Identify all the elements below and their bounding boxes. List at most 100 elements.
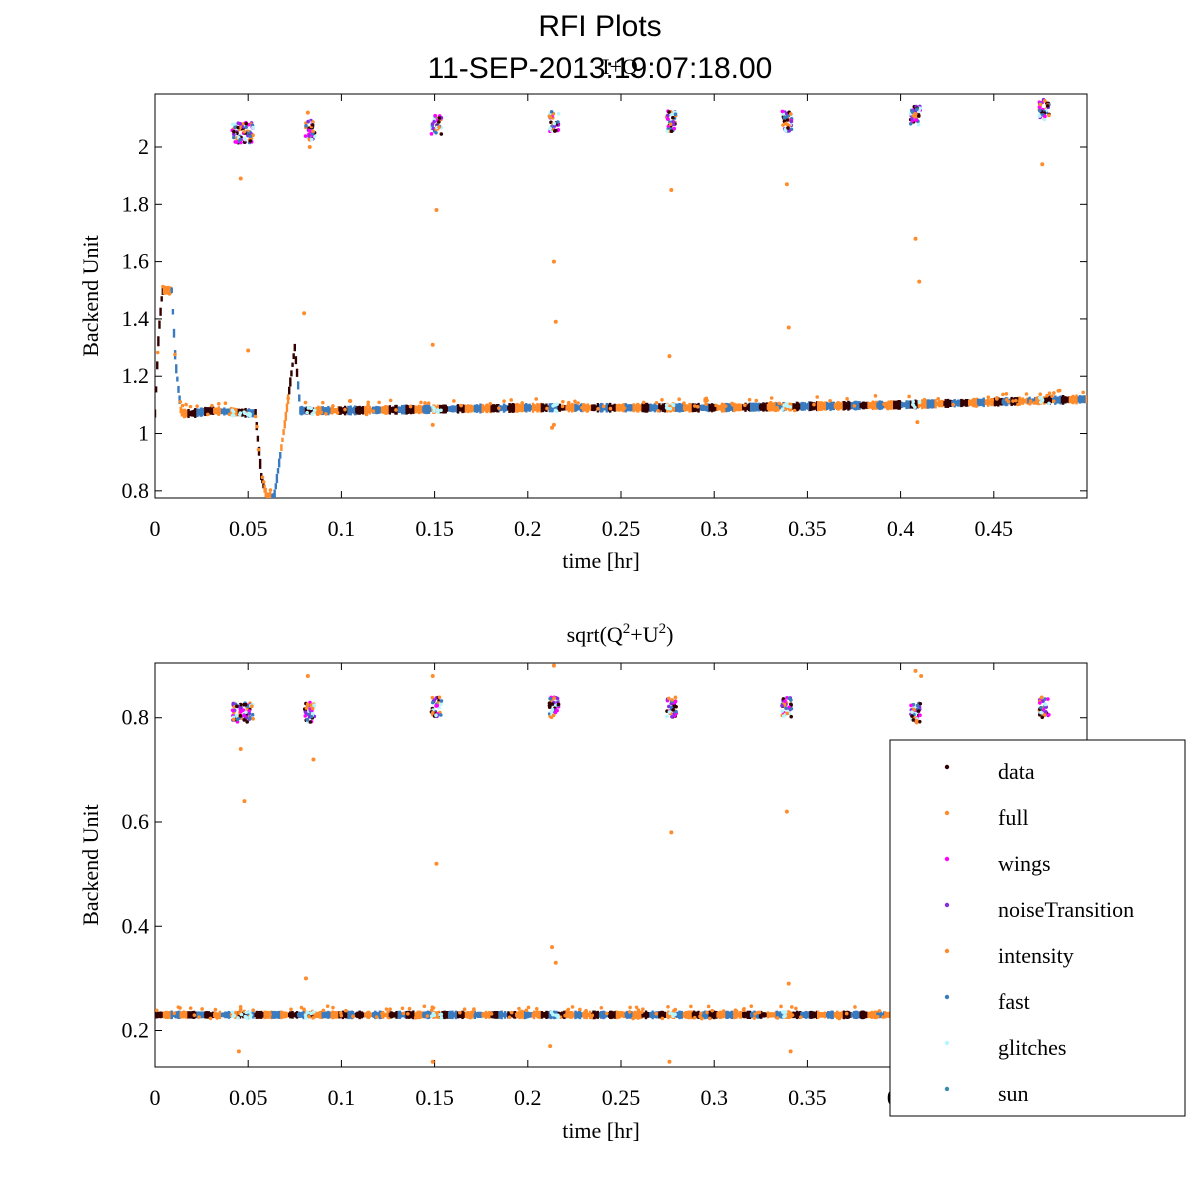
cluster-point xyxy=(1038,102,1043,107)
x-tick-label: 0.1 xyxy=(328,516,356,541)
x-tick-label: 0.15 xyxy=(415,516,454,541)
baseline-point xyxy=(844,1011,849,1016)
baseline-point xyxy=(576,401,580,405)
glitch-point xyxy=(788,405,793,409)
baseline-point xyxy=(1016,402,1020,407)
baseline-point xyxy=(303,400,308,405)
legend-item-wings: wings xyxy=(944,851,1051,876)
cluster-point xyxy=(431,710,435,715)
glitch-point xyxy=(554,1013,558,1018)
cluster-point xyxy=(548,115,553,120)
baseline-point xyxy=(754,398,759,403)
baseline-point xyxy=(634,1005,639,1010)
cluster-point xyxy=(783,128,788,133)
cluster-point xyxy=(439,713,443,717)
cal-cluster xyxy=(665,695,679,719)
cluster-point xyxy=(554,128,558,133)
cluster-point xyxy=(242,713,246,718)
cluster-point xyxy=(551,713,556,718)
baseline-point xyxy=(351,1014,355,1019)
baseline-point xyxy=(325,1004,330,1008)
baseline-point xyxy=(641,400,646,405)
baseline-point xyxy=(627,1010,632,1014)
outlier-point xyxy=(919,674,924,679)
y-tick-label: 0.8 xyxy=(122,705,150,730)
cluster-point xyxy=(667,696,671,701)
legend-marker xyxy=(944,948,950,954)
cluster-point xyxy=(232,135,236,140)
baseline-point xyxy=(566,1007,571,1012)
legend-item-full: full xyxy=(944,805,1029,830)
cal-cluster xyxy=(1037,97,1051,122)
baseline-point xyxy=(459,403,463,408)
outlier-point xyxy=(548,1044,553,1049)
cluster-point xyxy=(673,112,678,117)
glitch-point xyxy=(303,1013,308,1017)
cluster-point xyxy=(1047,713,1051,717)
baseline-point xyxy=(1032,401,1036,405)
cluster-point xyxy=(251,133,255,137)
baseline-point xyxy=(343,407,347,412)
glitch-point xyxy=(911,403,916,407)
baseline-point xyxy=(260,475,265,480)
baseline-point xyxy=(302,1007,306,1012)
cluster-point xyxy=(909,108,914,113)
cal-cluster xyxy=(1037,695,1051,720)
legend-item-glitches: glitches xyxy=(944,1035,1066,1060)
baseline-point xyxy=(364,412,369,417)
legend: data full wings noiseTransition intensity fas… xyxy=(889,739,1186,1117)
outlier-point xyxy=(786,981,791,986)
baseline-point xyxy=(578,1007,582,1012)
cluster-point xyxy=(245,720,249,724)
panel-title: I+Q xyxy=(602,54,638,79)
baseline-point xyxy=(1056,389,1061,393)
cluster-point xyxy=(915,107,919,112)
baseline-point xyxy=(779,1004,783,1009)
baseline-point xyxy=(419,400,423,405)
baseline-point xyxy=(192,1013,197,1017)
baseline-point xyxy=(206,412,210,417)
y-tick-label: 0.8 xyxy=(122,478,150,503)
glitch-point xyxy=(432,1013,437,1018)
cluster-point xyxy=(668,122,673,127)
glitch-point xyxy=(553,408,558,413)
cluster-point xyxy=(1043,702,1048,707)
glitch-point xyxy=(664,403,669,407)
cluster-point xyxy=(1043,114,1047,119)
outlier-point xyxy=(307,145,312,150)
baseline-point xyxy=(584,1008,588,1013)
baseline-point xyxy=(654,400,659,405)
outlier-point xyxy=(1040,162,1045,167)
cluster-point xyxy=(916,122,921,127)
cluster-point xyxy=(231,708,236,713)
cluster-point xyxy=(304,706,309,710)
cluster-point xyxy=(667,710,672,714)
x-tick-label: 0.3 xyxy=(700,1085,728,1110)
cal-cluster xyxy=(302,700,317,724)
cluster-point xyxy=(555,696,560,701)
baseline-point xyxy=(608,406,613,411)
cluster-point xyxy=(238,702,243,707)
baseline-point xyxy=(1047,391,1052,396)
glitch-point xyxy=(551,404,555,408)
cluster-point xyxy=(789,714,794,719)
cluster-point xyxy=(556,111,561,116)
cluster-point xyxy=(236,125,241,130)
baseline-point xyxy=(995,396,999,401)
figure-subtitle: 11-SEP-2013:19:07:18.00 xyxy=(427,52,773,85)
baseline-point xyxy=(238,1008,243,1012)
x-tick-label: 0.25 xyxy=(602,1085,641,1110)
baseline-point xyxy=(408,404,413,409)
baseline-point xyxy=(636,1008,641,1012)
cal-cluster xyxy=(547,109,561,134)
baseline-point xyxy=(677,397,681,402)
baseline-point xyxy=(704,402,708,406)
cluster-point xyxy=(432,119,436,124)
outlier-point xyxy=(784,809,789,814)
baseline-point xyxy=(452,399,456,403)
cluster-point xyxy=(671,115,675,120)
cluster-point xyxy=(911,718,916,722)
x-tick-label: 0.3 xyxy=(700,516,728,541)
glitch-point xyxy=(917,400,922,404)
baseline-point xyxy=(743,403,747,408)
